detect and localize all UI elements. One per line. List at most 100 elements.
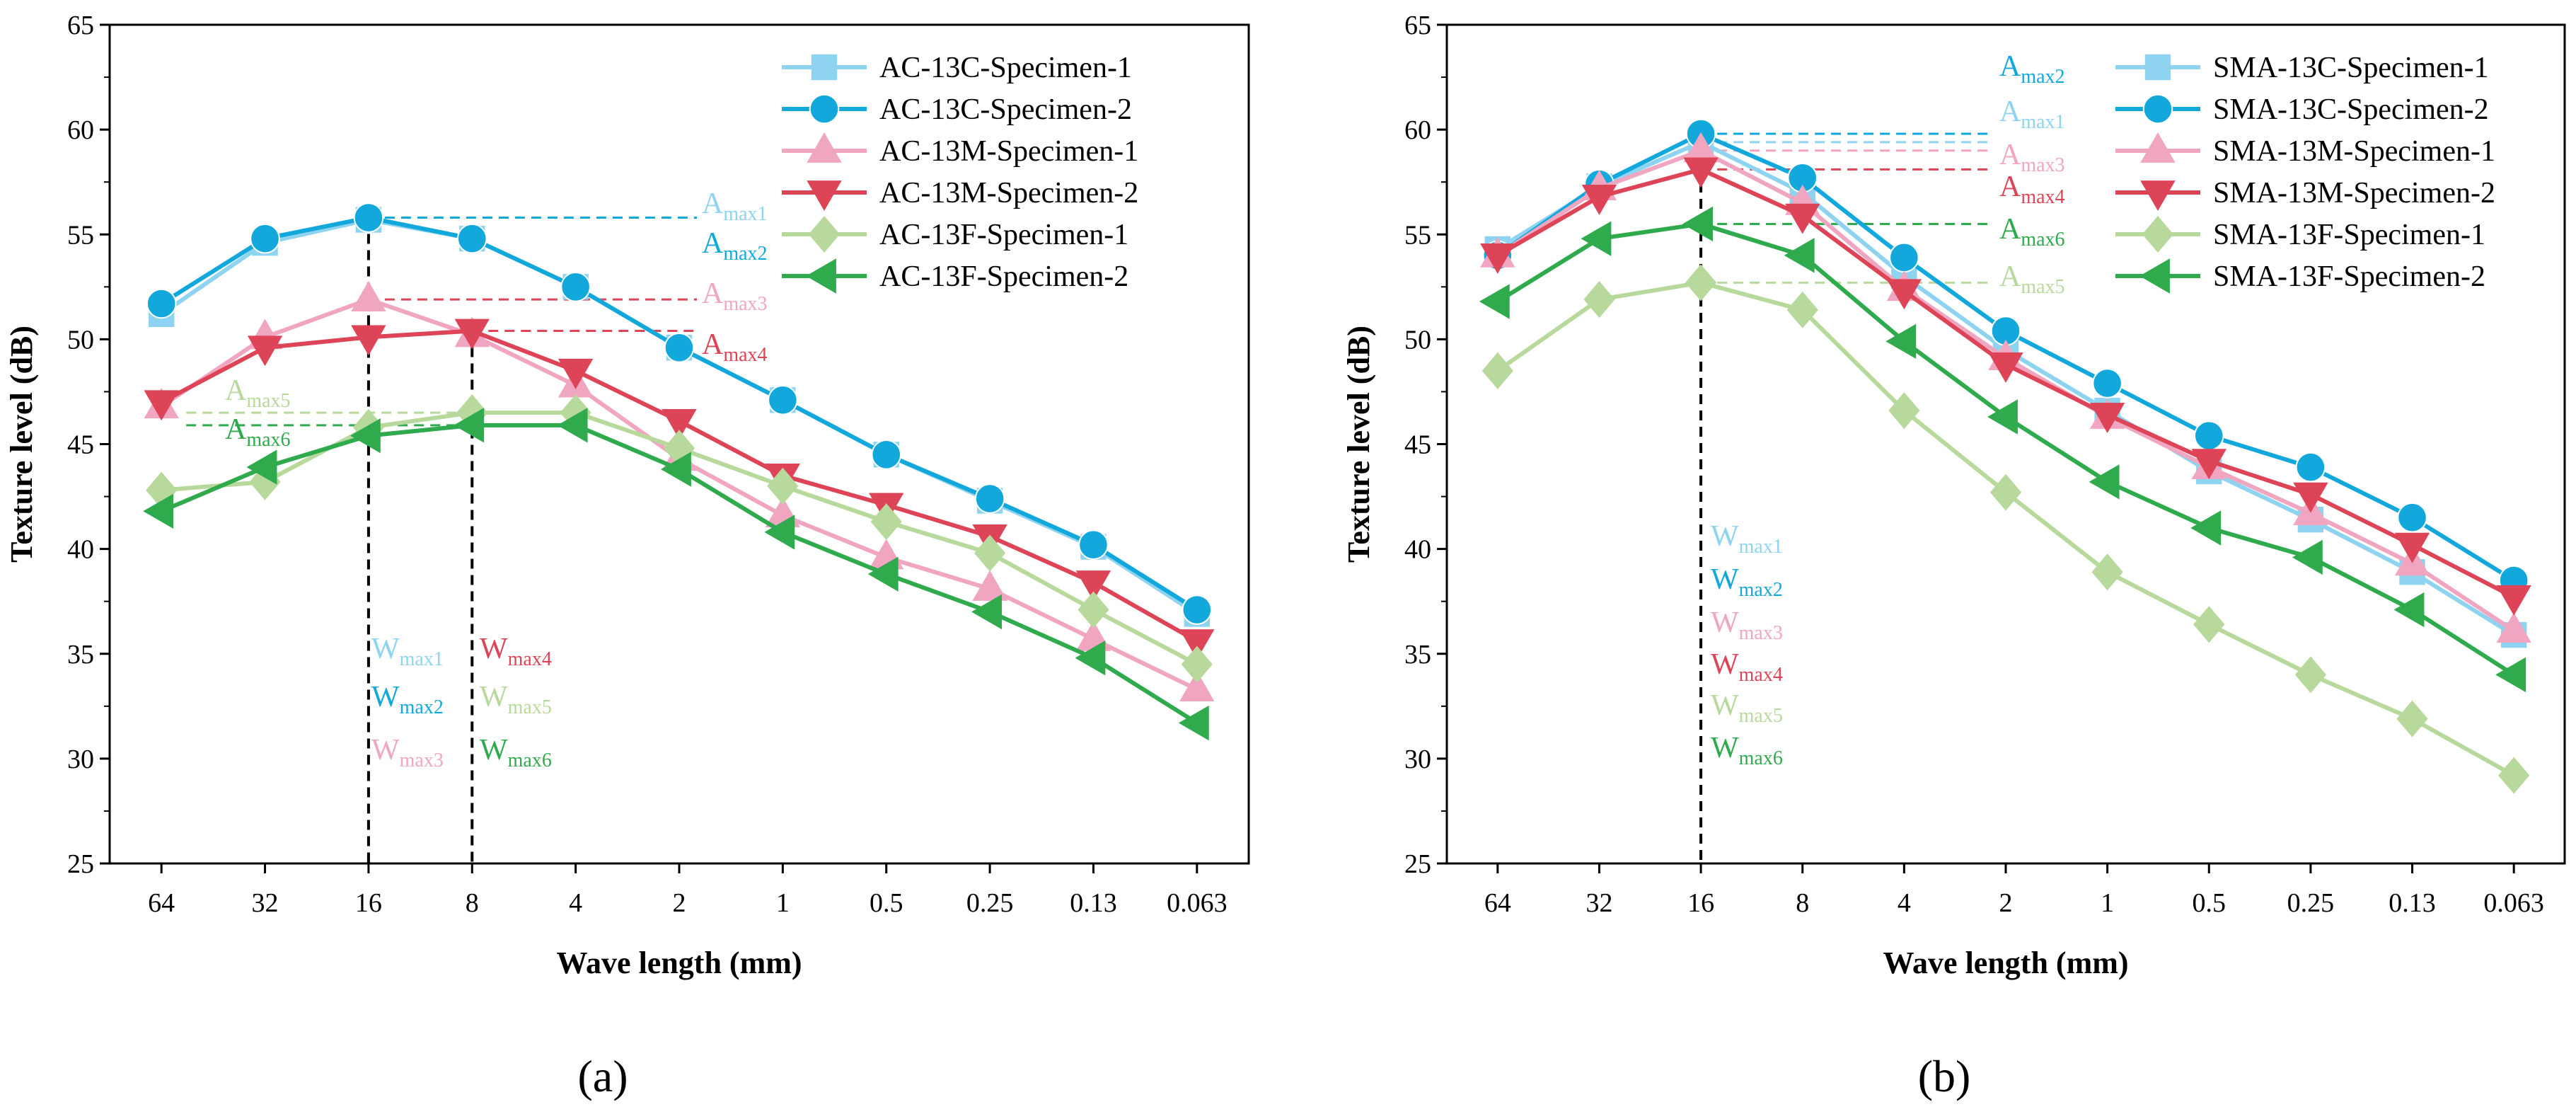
annotation-wmax4: Wmax4 [480, 633, 552, 670]
marker-triangle-left [1581, 221, 1612, 256]
marker-circle [768, 385, 798, 415]
marker-triangle-up [1179, 671, 1215, 702]
marker-diamond [1685, 264, 1717, 302]
marker-diamond [974, 534, 1006, 572]
annotation-base: W [371, 681, 400, 713]
y-axis-title: Texture level (dB) [1341, 326, 1376, 563]
marker-triangle-down [247, 335, 283, 367]
annotation-wmax5: Wmax5 [480, 681, 552, 718]
marker-triangle-down [2293, 482, 2328, 513]
marker-diamond [1181, 645, 1213, 683]
annotation-amax1: Amax1 [1999, 96, 2065, 133]
marker-triangle-down [807, 180, 842, 211]
annotation-wmax2: Wmax2 [1711, 563, 1783, 601]
annotation-amax4: Amax4 [702, 328, 768, 366]
annotation-wmax1: Wmax1 [371, 633, 444, 670]
annotation-sub: max5 [1739, 705, 1783, 727]
legend-label: AC-13M-Specimen-2 [879, 177, 1138, 209]
annotation-base: W [1711, 648, 1739, 681]
marker-circle [2142, 93, 2173, 125]
x-tick-label: 8 [466, 888, 479, 918]
y-tick-label: 25 [67, 849, 94, 879]
annotation-wmax4: Wmax4 [1711, 648, 1783, 686]
y-tick-label: 40 [1404, 535, 1431, 565]
marker-triangle-down [351, 325, 386, 356]
annotation-amax2: Amax2 [1999, 50, 2065, 88]
marker-diamond [1888, 392, 1920, 430]
marker-circle [974, 483, 1005, 514]
marker-circle [664, 332, 695, 363]
marker-circle [250, 223, 280, 254]
annotation-base: A [702, 227, 724, 260]
annotation-amax3: Amax3 [1999, 139, 2065, 176]
y-tick-label: 45 [1404, 430, 1431, 460]
marker-triangle-left [2495, 657, 2526, 693]
y-tick-label: 35 [1404, 640, 1431, 670]
marker-triangle-up [1683, 132, 1719, 163]
series-SMA-13F-Specimen-2 [1479, 206, 2526, 693]
marker-circle [1182, 595, 1213, 625]
marker-triangle-left [350, 418, 381, 454]
marker-triangle-left [867, 556, 899, 592]
annotation-base: W [480, 734, 508, 766]
marker-triangle-left [1479, 284, 1510, 319]
marker-triangle-left [1075, 640, 1106, 676]
chart-panel-b: 25 30 35 40 45 50 55 60 65 64 32 16 8 4 2 1 0.5 0.25 0.13 0… [1341, 11, 2566, 980]
x-tick-label: 2 [1999, 888, 2013, 918]
marker-circle [809, 93, 840, 125]
annotation-amax6: Amax6 [225, 413, 291, 451]
annotation-sub: max2 [2021, 66, 2064, 88]
marker-triangle-left [246, 449, 277, 485]
series-SMA-13M-Specimen-2 [1480, 157, 2531, 616]
annotation-sub: max6 [246, 429, 290, 451]
x-tick-label: 0.063 [1167, 888, 1228, 918]
legend: SMA-13C-Specimen-1 SMA-13C-Specimen-2 SMA-… [2115, 52, 2495, 294]
y-tick-label: 60 [1404, 115, 1431, 145]
annotation-amax1: Amax1 [702, 188, 768, 225]
marker-triangle-down [2140, 180, 2176, 211]
x-axis-title: Wave length (mm) [1883, 946, 2128, 980]
annotation-sub: max3 [1739, 622, 1783, 644]
marker-triangle-left [764, 515, 795, 550]
marker-triangle-left [143, 493, 174, 529]
y-tick-label: 65 [1404, 11, 1431, 40]
annotation-sub: max5 [508, 696, 552, 718]
marker-triangle-up [351, 281, 386, 311]
annotation-sub: max4 [723, 344, 767, 366]
annotation-base: A [225, 413, 247, 446]
marker-circle [1078, 529, 1109, 560]
annotation-amax2: Amax2 [702, 227, 768, 265]
annotation-sub: max4 [1739, 664, 1783, 686]
x-tick-label: 0.5 [870, 888, 903, 918]
chart-panel-a: 25 30 35 40 45 50 55 60 65 64 32 16 8 4 2 1 0.5 0.25 0.13 0… [4, 11, 1250, 980]
y-tick-label: 60 [67, 115, 94, 145]
legend-label: AC-13F-Specimen-2 [879, 260, 1128, 293]
marker-triangle-left [2292, 539, 2323, 575]
x-tick-label: 8 [1796, 888, 1809, 918]
marker-triangle-down [2089, 403, 2125, 434]
marker-triangle-left [1885, 323, 1917, 360]
marker-triangle-down [558, 358, 594, 389]
annotation-base: W [1711, 563, 1739, 596]
annotation-base: A [1999, 96, 2021, 128]
y-tick-label: 30 [67, 745, 94, 774]
annotation-sub: max3 [2021, 154, 2064, 176]
marker-triangle-down [1581, 185, 1617, 215]
x-tick-label: 1 [2101, 888, 2114, 918]
annotation-amax5: Amax5 [225, 374, 291, 412]
marker-square [2144, 54, 2171, 81]
marker-diamond [2091, 553, 2123, 591]
annotation-amax6: Amax6 [1999, 213, 2065, 251]
series-SMA-13F-Specimen-1 [1482, 264, 2530, 794]
annotation-base: A [702, 277, 724, 310]
annotation-sub: max2 [1739, 579, 1783, 601]
legend-label: AC-13F-Specimen-1 [879, 219, 1128, 251]
marker-circle [2092, 368, 2122, 398]
annotation-base: A [225, 374, 247, 407]
annotation-base: A [1999, 213, 2021, 246]
marker-triangle-down [1785, 203, 1820, 234]
annotation-base: A [1999, 50, 2021, 83]
marker-circle [871, 440, 902, 470]
x-tick-label: 0.5 [2193, 888, 2226, 918]
marker-diamond [767, 467, 799, 505]
